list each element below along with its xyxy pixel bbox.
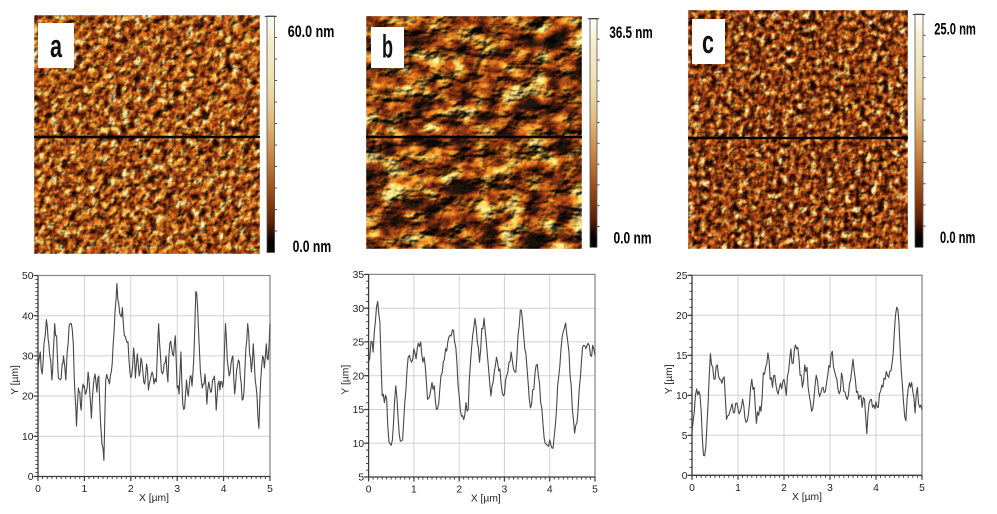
svg-text:30: 30	[353, 304, 365, 315]
svg-text:4: 4	[873, 483, 879, 494]
svg-text:a: a	[50, 28, 62, 64]
svg-text:0: 0	[35, 484, 41, 495]
svg-text:2: 2	[128, 484, 134, 495]
svg-text:30: 30	[22, 352, 34, 363]
svg-text:0.0 nm: 0.0 nm	[614, 229, 652, 247]
svg-text:0: 0	[689, 483, 695, 494]
svg-text:15: 15	[676, 351, 688, 362]
svg-text:Y [µm]: Y [µm]	[10, 365, 21, 395]
svg-text:40: 40	[22, 311, 34, 322]
svg-text:20: 20	[676, 311, 688, 322]
svg-text:20: 20	[353, 371, 365, 382]
svg-text:1: 1	[735, 483, 741, 494]
svg-text:0.0 nm: 0.0 nm	[293, 238, 332, 256]
svg-text:Y [µm]: Y [µm]	[664, 364, 675, 394]
svg-text:60.0 nm: 60.0 nm	[288, 23, 335, 41]
svg-text:3: 3	[827, 483, 833, 494]
svg-text:5: 5	[592, 485, 598, 496]
svg-text:3: 3	[502, 485, 508, 496]
svg-text:20: 20	[22, 392, 34, 403]
svg-text:4: 4	[547, 485, 553, 496]
svg-text:b: b	[382, 28, 393, 64]
svg-text:3: 3	[174, 484, 180, 495]
svg-text:5: 5	[682, 431, 688, 442]
svg-text:10: 10	[353, 439, 365, 450]
svg-text:0: 0	[28, 472, 34, 483]
svg-text:X [µm]: X [µm]	[792, 492, 822, 503]
svg-text:c: c	[702, 24, 714, 60]
svg-text:2: 2	[781, 483, 787, 494]
svg-text:Y [µm]: Y [µm]	[341, 365, 352, 395]
svg-text:1: 1	[411, 485, 417, 496]
svg-text:X [µm]: X [µm]	[139, 493, 169, 504]
svg-text:50: 50	[22, 271, 34, 282]
svg-text:10: 10	[22, 432, 34, 443]
svg-text:4: 4	[221, 484, 227, 495]
svg-text:5: 5	[358, 473, 364, 484]
svg-text:36.5 nm: 36.5 nm	[609, 24, 652, 42]
svg-text:2: 2	[456, 485, 462, 496]
svg-text:25: 25	[676, 271, 688, 282]
svg-text:0: 0	[682, 471, 688, 482]
svg-text:1: 1	[82, 484, 88, 495]
svg-text:5: 5	[267, 484, 273, 495]
svg-text:5: 5	[919, 483, 925, 494]
svg-text:0.0 nm: 0.0 nm	[940, 229, 975, 247]
svg-text:25.0 nm: 25.0 nm	[934, 20, 976, 38]
svg-text:15: 15	[353, 405, 365, 416]
svg-text:X [µm]: X [µm]	[471, 494, 501, 505]
svg-text:0: 0	[366, 485, 372, 496]
svg-text:25: 25	[353, 338, 365, 349]
svg-text:10: 10	[676, 391, 688, 402]
svg-text:35: 35	[353, 270, 365, 281]
